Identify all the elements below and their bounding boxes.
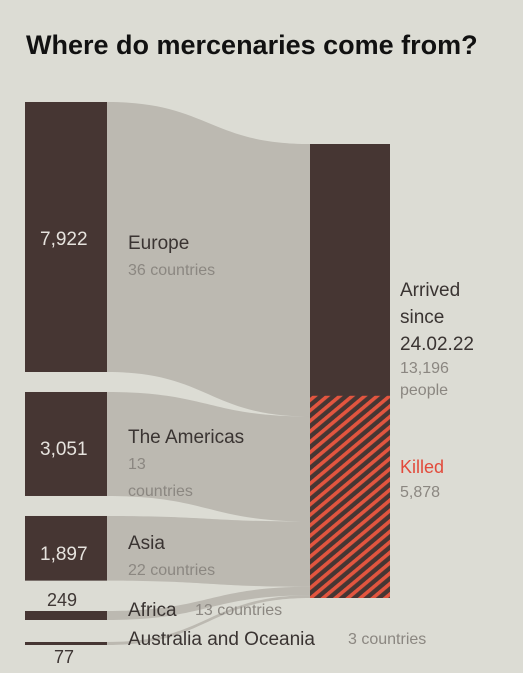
source-bar-asia <box>25 515 107 581</box>
countries-label-africa: 13 countries <box>195 602 282 619</box>
category-label-africa: Africa <box>128 600 177 621</box>
countries-label-europe: 36 countries <box>128 262 215 279</box>
countries-label-asia: 22 countries <box>128 562 215 579</box>
category-label-the-americas: The Americas <box>128 427 244 448</box>
flow-the-americas <box>107 392 310 522</box>
flow-europe <box>107 102 310 417</box>
flow-asia <box>107 515 310 587</box>
killed-label: Killed <box>400 457 444 477</box>
source-bar-the-americas <box>25 392 107 496</box>
category-label-asia: Asia <box>128 533 165 554</box>
target-label-line-1: Arrived <box>400 280 460 301</box>
source-bar-africa <box>25 611 107 620</box>
target-total-unit: people <box>400 382 448 399</box>
value-label-australia-and-oceania: 77 <box>54 647 74 667</box>
category-label-australia-and-oceania: Australia and Oceania <box>128 629 315 650</box>
target-label-line-2: since <box>400 307 444 328</box>
value-label-europe: 7,922 <box>40 229 88 250</box>
value-label-asia: 1,897 <box>40 544 88 565</box>
killed-value: 5,878 <box>400 484 440 501</box>
countries-label-the-americas-word: countries <box>128 483 193 500</box>
chart-title: Where do mercenaries come from? <box>26 30 478 60</box>
target-total-value: 13,196 <box>400 360 449 377</box>
value-label-the-americas: 3,051 <box>40 439 88 460</box>
countries-label-the-americas-number: 13 <box>128 456 146 473</box>
flow-africa <box>107 586 310 620</box>
value-label-africa: 249 <box>47 590 77 610</box>
flow-australia-and-oceania <box>107 595 310 645</box>
category-label-europe: Europe <box>128 233 189 254</box>
source-bar-australia-and-oceania <box>25 642 107 645</box>
countries-label-australia-and-oceania: 3 countries <box>348 631 426 648</box>
target-bar-killed <box>310 395 390 598</box>
source-bar-europe <box>25 102 107 372</box>
target-label-line-3: 24.02.22 <box>400 334 474 355</box>
